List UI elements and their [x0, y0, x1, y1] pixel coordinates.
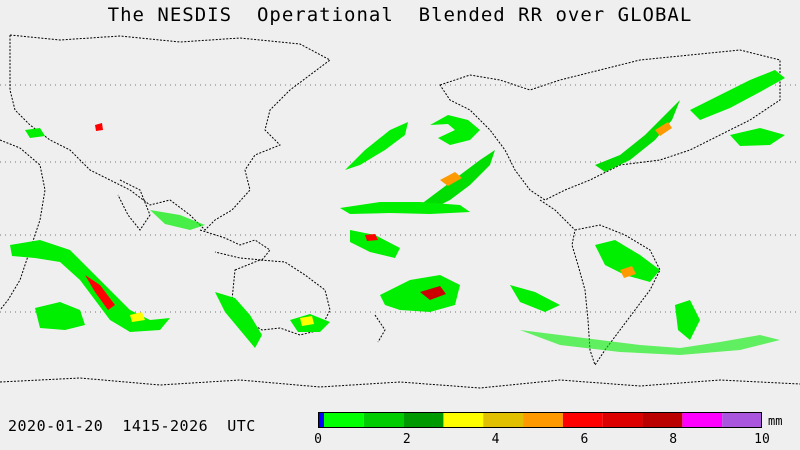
latitude-lines [0, 84, 800, 313]
precipitation-areas [10, 70, 785, 355]
colorbar-tick-label: 4 [491, 432, 500, 447]
colorbar [318, 412, 762, 428]
colorbar-swatch [318, 412, 324, 428]
colorbar-swatch [562, 412, 603, 428]
colorbar-swatch [443, 412, 484, 428]
colorbar-swatch [483, 412, 524, 428]
precipitation-map [0, 34, 800, 389]
colorbar-swatch [682, 412, 723, 428]
colorbar-swatch [324, 412, 364, 428]
colorbar-swatch [722, 412, 762, 428]
colorbar-swatch [403, 412, 444, 428]
time-range-label: 2020-01-20 1415-2026 UTC [8, 417, 256, 435]
colorbar-swatch [602, 412, 643, 428]
colorbar-tick-label: 6 [580, 432, 589, 447]
map-title: The NESDIS Operational Blended RR over G… [107, 4, 693, 26]
colorbar-tick-label: 2 [402, 432, 411, 447]
colorbar-swatch [523, 412, 563, 428]
colorbar-swatch [642, 412, 683, 428]
colorbar-swatch [363, 412, 404, 428]
colorbar-tick-label: 8 [669, 432, 678, 447]
colorbar-frame [318, 412, 762, 428]
colorbar-tick-label: 10 [754, 432, 770, 447]
colorbar-unit: mm [768, 414, 783, 428]
colorbar-tick-label: 0 [314, 432, 322, 447]
